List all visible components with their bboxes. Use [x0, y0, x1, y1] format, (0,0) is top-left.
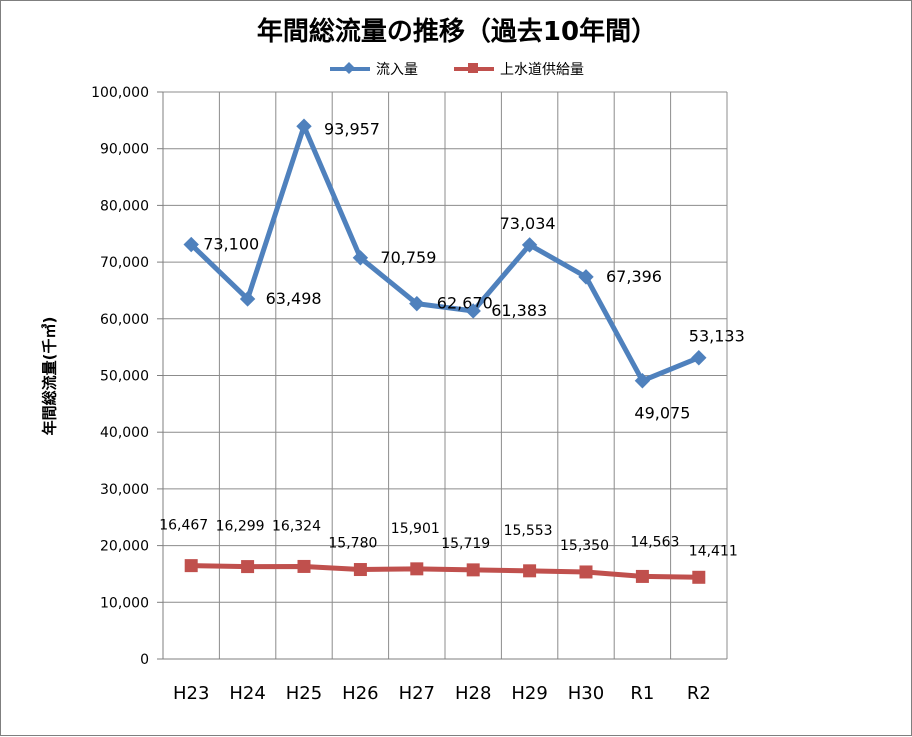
data-label: 15,553: [504, 523, 553, 539]
y-tick-label: 20,000: [100, 539, 149, 555]
x-tick-label: R2: [687, 683, 711, 704]
x-tick-label: H26: [342, 683, 378, 704]
data-label: 73,100: [203, 235, 259, 254]
data-point-diamond: [296, 118, 312, 134]
y-tick-label: 100,000: [91, 85, 149, 101]
legend-label-water-supply: 上水道供給量: [500, 62, 584, 78]
data-point-square: [297, 559, 311, 573]
series-line-0: [189, 123, 700, 384]
x-tick-label: H27: [399, 683, 435, 704]
data-label: 16,467: [159, 518, 208, 534]
legend-swatch-inflow: [330, 61, 370, 76]
data-point-square: [523, 564, 537, 578]
data-label: 53,133: [689, 327, 745, 346]
y-tick-label: 70,000: [100, 255, 149, 271]
y-tick-label: 10,000: [100, 595, 149, 611]
y-tick-label: 60,000: [100, 312, 149, 328]
y-tick-label: 50,000: [100, 369, 149, 385]
data-point-diamond: [183, 236, 199, 253]
x-tick-label: H30: [568, 683, 604, 704]
data-point-square: [466, 563, 480, 577]
data-label: 14,411: [689, 543, 738, 559]
data-label: 62,670: [437, 294, 493, 313]
data-point-diamond: [578, 269, 594, 285]
x-tick-label: R1: [630, 683, 654, 704]
chart-title: 年間総流量の推移（過去10年間）: [256, 17, 658, 47]
x-tick-label: H23: [173, 683, 209, 704]
data-point-diamond: [352, 250, 369, 266]
data-point-square: [635, 569, 649, 583]
data-point-square: [241, 560, 255, 574]
x-tick-label: H24: [229, 683, 265, 704]
legend: 流入量 上水道供給量: [1, 59, 912, 79]
y-tick-label: 40,000: [100, 425, 149, 441]
x-tick-label: H29: [511, 683, 547, 704]
data-label: 15,719: [441, 536, 490, 552]
data-point-square: [184, 559, 198, 573]
series-line-1: [191, 563, 699, 580]
data-label: 14,563: [630, 534, 679, 550]
y-tick-label: 80,000: [100, 198, 149, 214]
y-tick-label: 0: [140, 652, 149, 668]
data-point-diamond: [239, 291, 256, 307]
data-label: 70,759: [380, 248, 436, 267]
legend-label-inflow: 流入量: [376, 62, 418, 78]
data-point-square: [579, 565, 593, 579]
data-label: 73,034: [500, 214, 556, 233]
legend-item-water-supply: 上水道供給量: [454, 59, 584, 79]
data-label: 67,396: [606, 267, 662, 286]
legend-swatch-water-supply: [454, 62, 494, 76]
data-label: 63,498: [266, 289, 322, 308]
data-point-diamond: [409, 295, 425, 312]
data-label: 16,324: [272, 518, 321, 534]
y-tick-label: 30,000: [100, 482, 149, 498]
data-point-square: [353, 563, 367, 577]
y-tick-label: 90,000: [100, 142, 149, 158]
data-label: 16,299: [216, 519, 265, 535]
data-point-diamond: [521, 237, 538, 253]
data-label: 15,901: [391, 521, 440, 537]
data-point-diamond: [691, 350, 707, 366]
data-label: 61,383: [491, 301, 547, 320]
data-label: 15,350: [560, 538, 609, 554]
data-point-diamond: [634, 373, 651, 389]
x-tick-label: H25: [286, 683, 322, 704]
legend-item-inflow: 流入量: [330, 59, 418, 79]
data-label: 49,075: [634, 404, 690, 423]
data-point-diamond: [465, 303, 481, 319]
data-label: 15,780: [328, 536, 377, 552]
data-point-square: [692, 570, 706, 584]
x-tick-label: H28: [455, 683, 491, 704]
data-point-square: [410, 562, 424, 576]
data-label: 93,957: [324, 119, 380, 138]
